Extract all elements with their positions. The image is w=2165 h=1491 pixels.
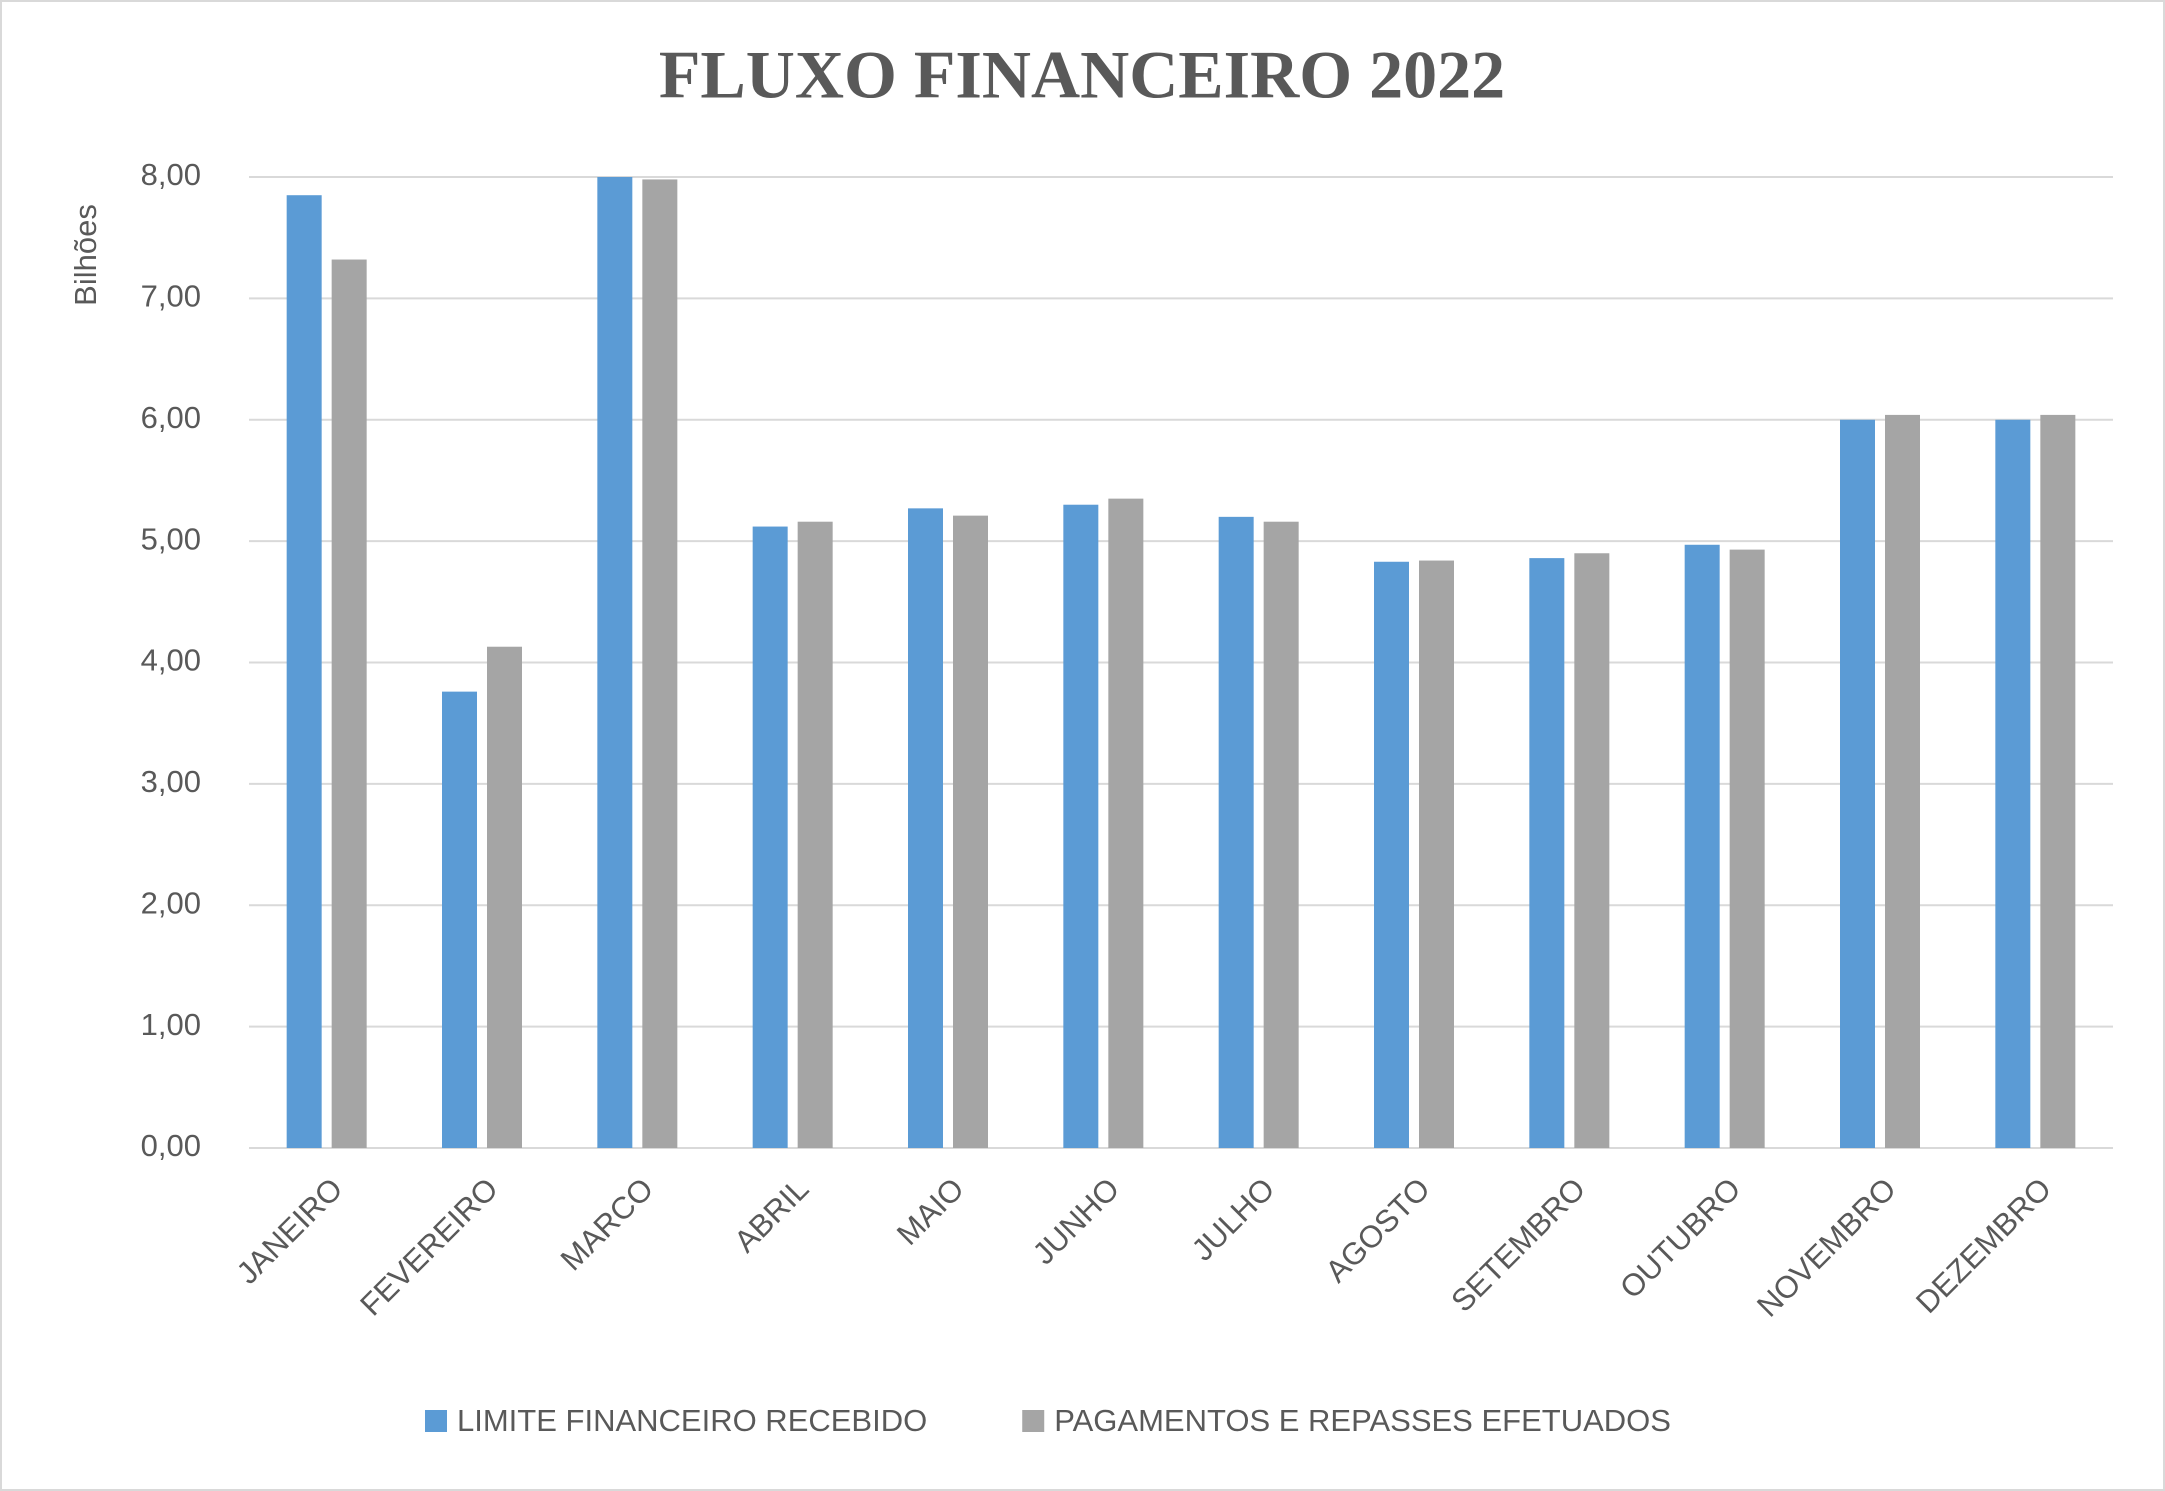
y-tick-label: 0,00 bbox=[141, 1128, 201, 1163]
bar bbox=[1063, 504, 1099, 1148]
y-tick-label: 1,00 bbox=[141, 1007, 201, 1042]
bar bbox=[1108, 498, 1144, 1148]
bar bbox=[1840, 419, 1875, 1148]
bar bbox=[752, 526, 788, 1148]
bar bbox=[1729, 549, 1765, 1148]
bar bbox=[1263, 521, 1299, 1148]
y-axis-label: Bilhões bbox=[68, 204, 103, 306]
bar bbox=[331, 259, 367, 1148]
legend-label: PAGAMENTOS E REPASSES EFETUADOS bbox=[1054, 1403, 1671, 1438]
bar bbox=[597, 177, 633, 1148]
bar bbox=[797, 521, 833, 1148]
legend-label: LIMITE FINANCEIRO RECEBIDO bbox=[457, 1403, 927, 1438]
legend-swatch bbox=[425, 1410, 447, 1432]
chart-title: FLUXO FINANCEIRO 2022 bbox=[659, 37, 1505, 113]
legend-swatch bbox=[1022, 1410, 1045, 1432]
bar bbox=[487, 646, 522, 1148]
bar bbox=[908, 508, 943, 1148]
y-tick-label: 7,00 bbox=[141, 279, 201, 314]
y-tick-label: 8,00 bbox=[141, 157, 201, 192]
bar bbox=[1218, 516, 1254, 1148]
y-tick-label: 5,00 bbox=[141, 521, 201, 556]
bar bbox=[286, 195, 322, 1149]
bar bbox=[1885, 414, 1920, 1148]
bar bbox=[2040, 414, 2076, 1148]
y-tick-label: 4,00 bbox=[141, 643, 201, 678]
bar bbox=[442, 691, 477, 1148]
bar bbox=[1529, 558, 1565, 1148]
bar bbox=[1684, 544, 1720, 1148]
y-tick-label: 2,00 bbox=[141, 885, 201, 920]
y-tick-label: 6,00 bbox=[141, 400, 201, 435]
bar bbox=[1995, 419, 2031, 1148]
bar bbox=[1374, 561, 1409, 1148]
bar bbox=[1419, 560, 1454, 1148]
y-tick-label: 3,00 bbox=[141, 764, 201, 799]
bar bbox=[953, 515, 988, 1148]
bar bbox=[1574, 553, 1610, 1148]
bar bbox=[642, 179, 678, 1149]
